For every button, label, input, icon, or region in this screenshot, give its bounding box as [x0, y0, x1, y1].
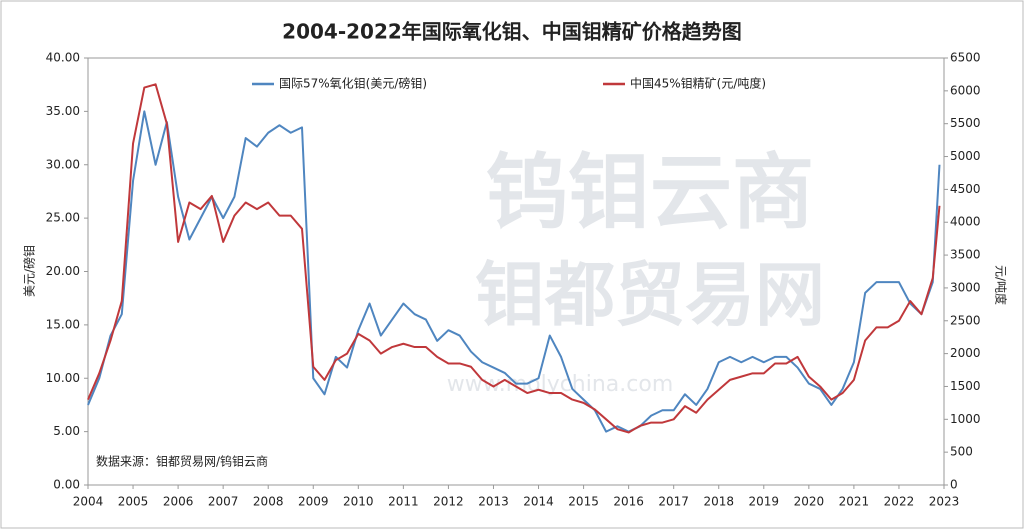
y-axis-label: 美元/磅钼 — [22, 245, 37, 297]
y2-axis-label: 元/吨度 — [994, 265, 1009, 305]
y2-tick-label: 1000 — [950, 412, 981, 426]
y2-tick-label: 6000 — [950, 83, 981, 97]
source-note: 数据来源：钼都贸易网/钨钼云商 — [96, 454, 268, 469]
y-tick-label: 35.00 — [46, 104, 80, 118]
y-tick-label: 0.00 — [53, 478, 80, 492]
x-tick-label: 2015 — [568, 495, 599, 509]
x-tick-label: 2005 — [118, 495, 149, 509]
x-tick-label: 2004 — [73, 495, 104, 509]
y2-tick-label: 500 — [950, 445, 973, 459]
x-tick-label: 2022 — [884, 495, 915, 509]
y-tick-label: 15.00 — [46, 317, 80, 331]
x-tick-label: 2009 — [298, 495, 329, 509]
x-tick-label: 2018 — [703, 495, 734, 509]
x-tick-label: 2013 — [478, 495, 509, 509]
x-tick-label: 2019 — [749, 495, 780, 509]
x-tick-label: 2006 — [163, 495, 194, 509]
y2-tick-label: 0 — [950, 478, 958, 492]
watermark: 钨钼云商 — [486, 145, 814, 240]
y-tick-label: 40.00 — [46, 51, 80, 65]
watermark: 钼都贸易网 — [475, 254, 825, 336]
x-tick-label: 2011 — [388, 495, 419, 509]
x-tick-label: 2010 — [343, 495, 374, 509]
y2-tick-label: 2500 — [950, 313, 981, 327]
y-tick-label: 20.00 — [46, 264, 80, 278]
x-tick-label: 2012 — [433, 495, 464, 509]
y-tick-label: 5.00 — [53, 424, 80, 438]
x-tick-label: 2020 — [794, 495, 825, 509]
y2-tick-label: 5000 — [950, 149, 981, 163]
y-tick-label: 25.00 — [46, 211, 80, 225]
series-line — [87, 110, 941, 433]
x-tick-label: 2023 — [929, 495, 960, 509]
chart-title: 2004-2022年国际氧化钼、中国钼精矿价格趋势图 — [282, 20, 742, 44]
y2-tick-label: 2000 — [950, 346, 981, 360]
y2-tick-label: 6500 — [950, 51, 981, 65]
y2-tick-label: 5500 — [950, 116, 981, 130]
x-tick-label: 2008 — [253, 495, 284, 509]
y-tick-label: 30.00 — [46, 157, 80, 171]
legend-label: 国际57%氧化钼(美元/磅钼) — [279, 76, 427, 91]
y2-tick-label: 4500 — [950, 182, 981, 196]
y2-tick-label: 3500 — [950, 248, 981, 262]
x-tick-label: 2007 — [208, 495, 239, 509]
x-tick-label: 2016 — [613, 495, 644, 509]
y2-tick-label: 4000 — [950, 215, 981, 229]
y2-tick-label: 1500 — [950, 379, 981, 393]
legend-label: 中国45%钼精矿(元/吨度) — [630, 76, 766, 91]
y2-tick-label: 3000 — [950, 280, 981, 294]
y-tick-label: 10.00 — [46, 371, 80, 385]
x-tick-label: 2021 — [839, 495, 870, 509]
x-tick-label: 2017 — [658, 495, 689, 509]
x-tick-label: 2014 — [523, 495, 554, 509]
series-line — [87, 83, 941, 434]
